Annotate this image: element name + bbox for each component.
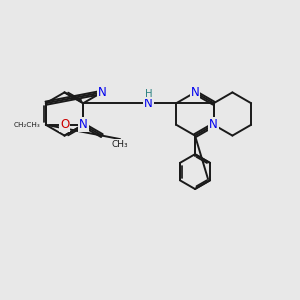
Text: CH₃: CH₃ <box>112 140 128 149</box>
Text: O: O <box>60 118 69 131</box>
Text: N: N <box>209 118 218 131</box>
Text: N: N <box>98 86 106 99</box>
Text: H: H <box>145 88 152 99</box>
Text: CH₂CH₃: CH₂CH₃ <box>13 122 40 128</box>
Text: N: N <box>79 118 88 131</box>
Text: N: N <box>144 97 153 110</box>
Text: N: N <box>190 86 200 99</box>
